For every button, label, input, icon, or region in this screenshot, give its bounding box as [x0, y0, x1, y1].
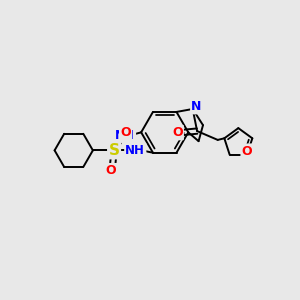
- Text: NH: NH: [115, 129, 135, 142]
- Text: NH: NH: [125, 144, 145, 157]
- Text: O: O: [106, 164, 116, 177]
- Text: O: O: [120, 126, 131, 139]
- Text: S: S: [109, 143, 120, 158]
- Text: O: O: [242, 145, 252, 158]
- Text: N: N: [191, 100, 202, 113]
- Text: O: O: [172, 126, 183, 139]
